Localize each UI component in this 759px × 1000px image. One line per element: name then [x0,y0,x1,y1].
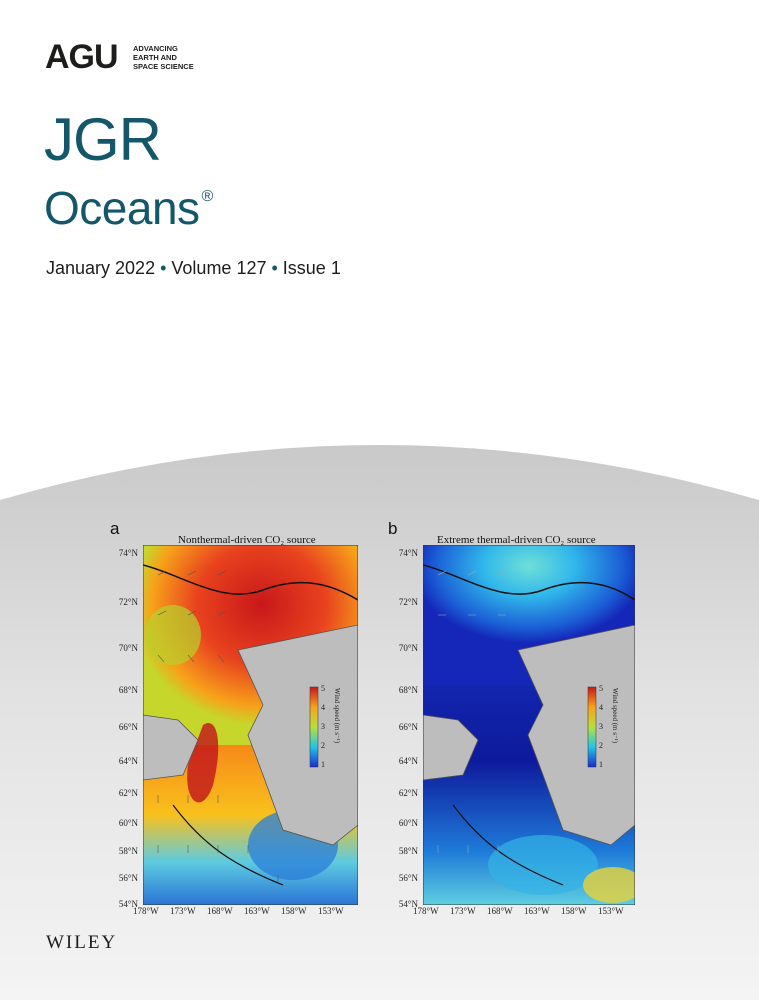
issue-date: January 2022 [46,258,156,278]
panel-a-map [143,545,358,905]
chukotka-land-shape [423,714,479,781]
lat-tick: 66°N [398,722,418,732]
lat-tick: 56°N [118,873,138,883]
lon-tick: 168°W [487,906,513,916]
registered-mark: ® [201,188,214,205]
journal-title-jgr: JGR [44,106,162,173]
colorbar-tick: 1 [599,760,603,769]
issue-separator: • [160,258,167,278]
lon-tick: 178°W [413,906,439,916]
lat-tick: 72°N [398,597,418,607]
lat-tick: 62°N [398,788,418,798]
lon-tick: 163°W [244,906,270,916]
issue-volume: Volume 127 [171,258,267,278]
colorbar-tick: 1 [321,760,325,769]
lat-tick: 70°N [398,643,418,653]
lat-tick: 58°N [118,846,138,856]
colorbar-tick: 2 [599,741,603,750]
lat-tick: 56°N [398,873,418,883]
panel-b-map [423,545,635,905]
panel-b-letter: b [388,519,398,538]
panel-b-title: Extreme thermal-driven CO₂ source [437,534,596,546]
lat-tick: 74°N [118,548,138,558]
agu-tagline-line: SPACE SCIENCE [133,62,194,71]
lon-tick: 168°W [207,906,233,916]
lon-tick: 153°W [598,906,624,916]
agu-tagline-line: ADVANCING [133,44,178,53]
lon-tick: 158°W [561,906,587,916]
alaska-land-shape [237,624,358,846]
colorbar-tick: 3 [599,722,603,731]
lat-tick: 54°N [398,899,418,909]
lat-tick: 60°N [118,818,138,828]
chukotka-land-shape [143,714,199,781]
panel-a-letter: a [110,519,120,538]
colorbar-tick: 5 [321,684,325,693]
agu-logo-tagline: ADVANCING EARTH AND SPACE SCIENCE [133,44,213,71]
colorbar-tick: 4 [321,703,325,712]
lat-tick: 58°N [398,846,418,856]
alaska-land-shape [517,624,635,846]
lon-tick: 173°W [170,906,196,916]
colorbar-tick: 4 [599,703,603,712]
issue-number: Issue 1 [282,258,341,278]
colorbar-a [309,686,319,768]
agu-tagline-line: EARTH AND [133,53,177,62]
lat-tick: 62°N [118,788,138,798]
panel-a-title: Nonthermal-driven CO₂ source [178,534,316,546]
lat-tick: 74°N [398,548,418,558]
colorbar-tick: 5 [599,684,603,693]
agu-logo-wordmark: AGU [45,38,119,76]
issue-info: January 2022 • Volume 127 • Issue 1 [46,258,341,279]
publisher-logo: WILEY [46,932,118,953]
lat-tick: 60°N [398,818,418,828]
lon-tick: 178°W [133,906,159,916]
colorbar-label: Wind speed (m s⁻¹) [333,688,341,744]
lon-tick: 158°W [281,906,307,916]
journal-title-oceans-text: Oceans [44,182,200,234]
lon-tick: 173°W [450,906,476,916]
journal-title-oceans: Oceans ® [44,185,213,231]
issue-separator: • [271,258,278,278]
lat-tick: 68°N [118,685,138,695]
colorbar-label: Wind speed (m s⁻¹) [611,688,619,744]
lat-tick: 66°N [118,722,138,732]
lat-tick: 64°N [398,756,418,766]
colorbar-tick: 3 [321,722,325,731]
lat-tick: 72°N [118,597,138,607]
colorbar-b [587,686,597,768]
lon-tick: 163°W [524,906,550,916]
lat-tick: 54°N [118,899,138,909]
lat-tick: 64°N [118,756,138,766]
lat-tick: 68°N [398,685,418,695]
colorbar-tick: 2 [321,741,325,750]
lon-tick: 153°W [318,906,344,916]
lat-tick: 70°N [118,643,138,653]
